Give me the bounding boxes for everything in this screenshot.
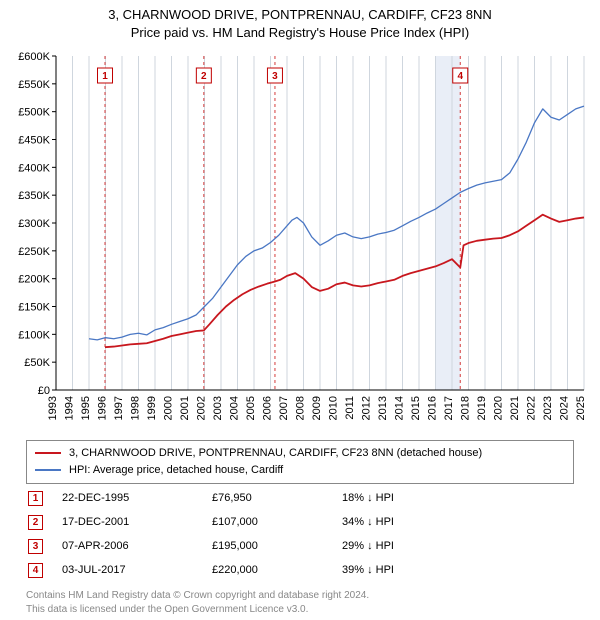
svg-text:£400K: £400K: [18, 162, 50, 174]
chart-svg: 1993 1994 1995 1996 1997 1998 1999 2000 2001 2002…: [8, 50, 592, 430]
svg-text:£500K: £500K: [18, 107, 50, 119]
svg-text:£100K: £100K: [18, 329, 50, 341]
sale-price: £76,950: [212, 492, 342, 504]
sale-delta: 29% ↓ HPI: [342, 540, 574, 552]
svg-text:£550K: £550K: [18, 79, 50, 91]
sale-price: £195,000: [212, 540, 342, 552]
legend-swatch-hpi: [35, 469, 61, 471]
legend-item-hpi: HPI: Average price, detached house, Card…: [35, 462, 565, 479]
svg-text:1995: 1995: [80, 396, 92, 420]
svg-text:2014: 2014: [394, 396, 406, 420]
svg-text:2005: 2005: [245, 396, 257, 420]
svg-text:3: 3: [272, 71, 278, 82]
sale-price: £107,000: [212, 516, 342, 528]
sale-date: 03-JUL-2017: [62, 564, 212, 576]
svg-text:1998: 1998: [130, 396, 142, 420]
svg-text:£150K: £150K: [18, 302, 50, 314]
svg-text:4: 4: [457, 71, 463, 82]
legend-label-property: 3, CHARNWOOD DRIVE, PONTPRENNAU, CARDIFF…: [69, 445, 482, 462]
title-line-1: 3, CHARNWOOD DRIVE, PONTPRENNAU, CARDIFF…: [0, 6, 600, 24]
svg-text:2004: 2004: [229, 396, 241, 420]
legend-label-hpi: HPI: Average price, detached house, Card…: [69, 462, 283, 479]
sale-table: 1 22-DEC-1995 £76,950 18% ↓ HPI 2 17-DEC…: [26, 486, 574, 582]
svg-text:2001: 2001: [179, 396, 191, 420]
svg-text:2009: 2009: [311, 396, 323, 420]
svg-text:2017: 2017: [443, 396, 455, 420]
svg-text:£350K: £350K: [18, 190, 50, 202]
legend-item-property: 3, CHARNWOOD DRIVE, PONTPRENNAU, CARDIFF…: [35, 445, 565, 462]
svg-text:1994: 1994: [64, 396, 76, 420]
svg-text:£450K: £450K: [18, 135, 50, 147]
sale-row: 1 22-DEC-1995 £76,950 18% ↓ HPI: [26, 486, 574, 510]
page-root: 3, CHARNWOOD DRIVE, PONTPRENNAU, CARDIFF…: [0, 0, 600, 620]
svg-text:2015: 2015: [410, 396, 422, 420]
svg-text:£600K: £600K: [18, 51, 50, 63]
sale-badge: 3: [28, 539, 43, 554]
svg-text:2023: 2023: [542, 396, 554, 420]
svg-text:2022: 2022: [526, 396, 538, 420]
svg-text:2003: 2003: [212, 396, 224, 420]
svg-text:2021: 2021: [509, 396, 521, 420]
svg-text:£200K: £200K: [18, 274, 50, 286]
svg-text:2: 2: [201, 71, 207, 82]
svg-text:2024: 2024: [559, 396, 571, 420]
footer-line-2: This data is licensed under the Open Gov…: [26, 603, 574, 617]
chart-title-block: 3, CHARNWOOD DRIVE, PONTPRENNAU, CARDIFF…: [0, 0, 600, 41]
title-line-2: Price paid vs. HM Land Registry's House …: [0, 24, 600, 42]
svg-text:2010: 2010: [328, 396, 340, 420]
sale-badge: 1: [28, 491, 43, 506]
sale-badge: 4: [28, 563, 43, 578]
chart-area: 1993 1994 1995 1996 1997 1998 1999 2000 2001 2002…: [8, 50, 592, 430]
svg-text:2025: 2025: [575, 396, 587, 420]
svg-text:1: 1: [102, 71, 108, 82]
sale-badge: 2: [28, 515, 43, 530]
svg-text:2006: 2006: [262, 396, 274, 420]
svg-text:2013: 2013: [377, 396, 389, 420]
sale-delta: 34% ↓ HPI: [342, 516, 574, 528]
sale-date: 17-DEC-2001: [62, 516, 212, 528]
sale-delta: 18% ↓ HPI: [342, 492, 574, 504]
svg-text:£50K: £50K: [24, 357, 50, 369]
svg-text:1993: 1993: [47, 396, 59, 420]
svg-text:2000: 2000: [163, 396, 175, 420]
svg-text:2002: 2002: [196, 396, 208, 420]
svg-text:2011: 2011: [344, 396, 356, 420]
svg-text:1997: 1997: [113, 396, 125, 420]
svg-text:1999: 1999: [146, 396, 158, 420]
sale-row: 2 17-DEC-2001 £107,000 34% ↓ HPI: [26, 510, 574, 534]
sale-date: 07-APR-2006: [62, 540, 212, 552]
sale-row: 3 07-APR-2006 £195,000 29% ↓ HPI: [26, 534, 574, 558]
footer: Contains HM Land Registry data © Crown c…: [26, 589, 574, 616]
svg-text:2020: 2020: [493, 396, 505, 420]
legend: 3, CHARNWOOD DRIVE, PONTPRENNAU, CARDIFF…: [26, 440, 574, 484]
sale-delta: 39% ↓ HPI: [342, 564, 574, 576]
svg-text:£250K: £250K: [18, 246, 50, 258]
sale-price: £220,000: [212, 564, 342, 576]
svg-text:£0: £0: [38, 385, 50, 397]
sale-row: 4 03-JUL-2017 £220,000 39% ↓ HPI: [26, 558, 574, 582]
legend-swatch-property: [35, 452, 61, 454]
svg-text:2019: 2019: [476, 396, 488, 420]
svg-text:£300K: £300K: [18, 218, 50, 230]
svg-text:2007: 2007: [278, 396, 290, 420]
svg-text:1996: 1996: [97, 396, 109, 420]
sale-date: 22-DEC-1995: [62, 492, 212, 504]
svg-text:2016: 2016: [427, 396, 439, 420]
svg-text:2018: 2018: [460, 396, 472, 420]
footer-line-1: Contains HM Land Registry data © Crown c…: [26, 589, 574, 603]
svg-text:2012: 2012: [361, 396, 373, 420]
svg-text:2008: 2008: [295, 396, 307, 420]
